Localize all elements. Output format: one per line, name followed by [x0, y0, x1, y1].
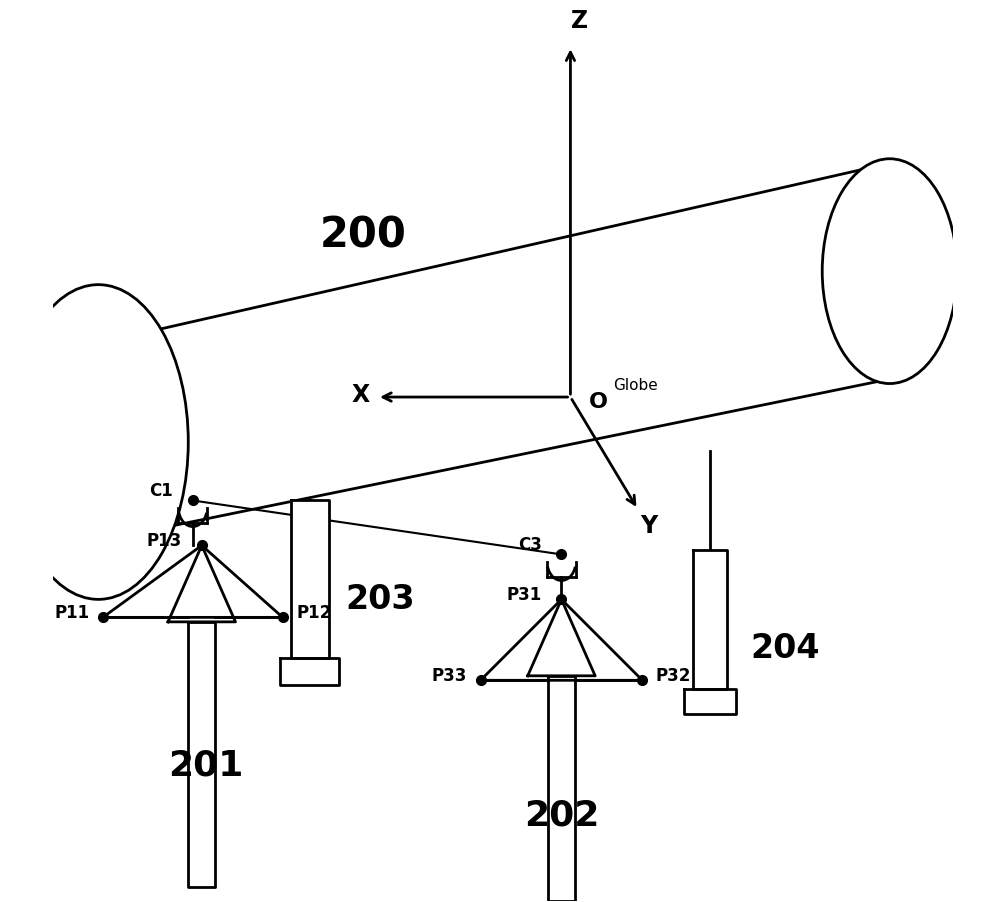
Text: 200: 200 [320, 214, 407, 256]
Polygon shape [188, 621, 215, 888]
Text: X: X [352, 383, 370, 407]
Text: P11: P11 [54, 603, 90, 621]
Polygon shape [684, 689, 736, 714]
Text: Y: Y [640, 513, 657, 538]
Text: Z: Z [570, 9, 588, 32]
Polygon shape [168, 546, 235, 621]
Text: C3: C3 [518, 537, 541, 555]
Text: 204: 204 [750, 632, 820, 666]
Ellipse shape [822, 159, 957, 383]
Text: P12: P12 [296, 603, 331, 621]
Polygon shape [528, 599, 596, 676]
Text: P32: P32 [656, 667, 691, 685]
Polygon shape [99, 163, 889, 541]
Ellipse shape [8, 285, 188, 599]
Polygon shape [291, 501, 329, 658]
Text: O: O [589, 391, 608, 411]
Text: 203: 203 [346, 583, 415, 616]
Text: 202: 202 [524, 798, 600, 833]
Text: 201: 201 [169, 749, 243, 783]
Text: P13: P13 [147, 532, 182, 550]
Polygon shape [548, 676, 575, 900]
Polygon shape [693, 550, 727, 689]
Text: C1: C1 [149, 483, 173, 501]
Text: P31: P31 [506, 586, 541, 603]
Text: Globe: Globe [614, 378, 658, 393]
Polygon shape [281, 658, 339, 685]
Text: P33: P33 [432, 667, 467, 685]
